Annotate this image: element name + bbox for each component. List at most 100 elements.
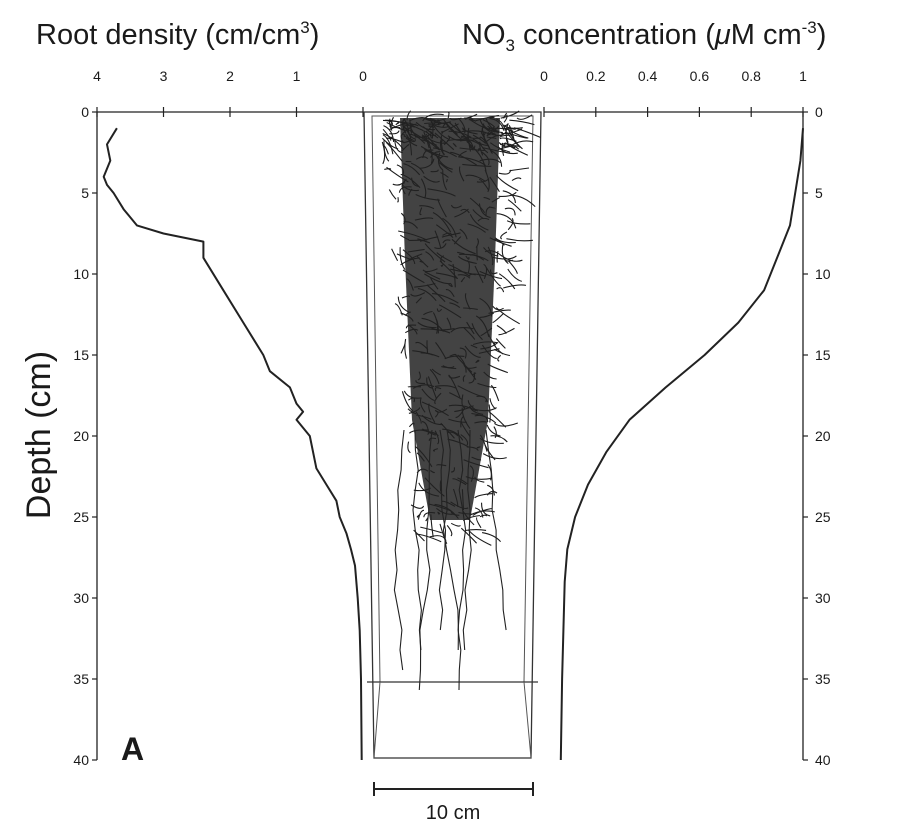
root-strand — [498, 142, 506, 147]
nitrate-y-tick-label: 25 — [815, 509, 831, 525]
deep-root — [393, 429, 405, 671]
root-strand — [382, 134, 394, 155]
root-strand — [382, 144, 389, 155]
nitrate-y-tick-label: 35 — [815, 671, 831, 687]
root-strand — [495, 307, 520, 325]
root-strand — [416, 513, 421, 518]
root-strand — [494, 237, 516, 244]
root-strand — [506, 220, 531, 225]
root-strand — [500, 231, 508, 240]
root-density-x-tick-label: 3 — [160, 68, 168, 84]
nitrate-y-tick-label: 10 — [815, 266, 831, 282]
root-strand — [481, 502, 491, 517]
nitrate-y-tick-label: 20 — [815, 428, 831, 444]
nitrate-y-tick-label: 30 — [815, 590, 831, 606]
root-strand — [507, 268, 522, 282]
root-strand — [497, 354, 502, 362]
panel-label: A — [121, 731, 144, 767]
root-density-y-tick-label: 40 — [73, 752, 89, 768]
root-strand — [476, 517, 482, 529]
root-strands — [381, 110, 541, 691]
root-box-edge-left — [373, 681, 381, 759]
root-strand — [507, 260, 518, 274]
root-strand — [385, 142, 403, 162]
root-strand — [388, 189, 397, 200]
root-strand — [488, 410, 507, 428]
root-strand — [509, 167, 530, 172]
root-strand — [381, 141, 386, 165]
deep-root — [412, 429, 422, 651]
root-strand — [482, 532, 502, 543]
scale-bar: 10 cm — [373, 782, 534, 824]
nitrate-x-tick-label: 0.6 — [690, 68, 710, 84]
root-strand — [446, 525, 453, 537]
root-strand — [493, 426, 497, 439]
root-strand — [382, 137, 399, 150]
root-strand — [389, 130, 400, 135]
root-strand — [388, 118, 393, 131]
root-strand — [500, 110, 520, 119]
nitrate-x-tick-label: 0 — [540, 68, 548, 84]
root-strand — [492, 312, 505, 324]
root-strand — [496, 287, 505, 293]
root-strand — [501, 243, 509, 265]
root-strand — [488, 404, 491, 423]
nitrate-y-tick-label: 15 — [815, 347, 831, 363]
root-strand — [407, 441, 411, 454]
root-strand — [465, 529, 487, 532]
root-density-y-tick-label: 10 — [73, 266, 89, 282]
root-strand — [384, 168, 392, 170]
root-strand — [420, 526, 442, 534]
root-strand — [388, 136, 394, 140]
root-strand — [495, 338, 506, 349]
root-strand — [482, 453, 507, 460]
root-strand — [508, 129, 529, 139]
root-strand — [503, 114, 508, 123]
root-strand — [501, 255, 523, 262]
root-strand — [496, 213, 517, 229]
nitrate-series — [559, 128, 804, 761]
root-core — [400, 118, 500, 520]
root-strand — [499, 134, 513, 138]
deep-root — [485, 429, 507, 631]
root-strand — [516, 114, 533, 120]
root-strand — [496, 250, 499, 263]
nitrate-title: NO3 concentration (μM cm-3) — [462, 18, 826, 55]
root-strand — [413, 529, 425, 542]
nitrate-x-tick-label: 1 — [799, 68, 807, 84]
nitrate-y-tick-label: 40 — [815, 752, 831, 768]
scale-bar-label: 10 cm — [426, 802, 480, 824]
root-strand — [490, 384, 500, 402]
root-density-y-tick-label: 15 — [73, 347, 89, 363]
root-density-y-tick-label: 0 — [81, 104, 89, 120]
root-strand — [382, 119, 393, 125]
root-strand — [498, 191, 517, 197]
root-strand — [493, 348, 511, 357]
root-strand — [502, 190, 516, 204]
root-strand — [391, 248, 399, 262]
root-strand — [497, 145, 516, 151]
nitrate-x-tick-label: 0.8 — [741, 68, 761, 84]
root-strand — [439, 523, 448, 544]
deep-root — [418, 429, 433, 691]
root-strand — [500, 128, 523, 135]
root-density-x-tick-label: 0 — [359, 68, 367, 84]
nitrate-y-tick-label: 0 — [815, 104, 823, 120]
deep-root — [438, 429, 447, 631]
root-strand — [399, 247, 406, 271]
root-strand — [498, 273, 516, 290]
root-density-y-tick-label: 20 — [73, 428, 89, 444]
root-strand — [417, 509, 425, 520]
root-strand — [501, 145, 520, 148]
root-system-illustration — [363, 110, 542, 759]
root-strand — [507, 199, 522, 212]
deep-root — [457, 429, 467, 691]
root-strand — [510, 140, 534, 147]
nitrate-y-tick-label: 5 — [815, 185, 823, 201]
root-density-x-tick-label: 2 — [226, 68, 234, 84]
root-density-x-tick-label: 4 — [93, 68, 101, 84]
root-density-line — [102, 127, 363, 761]
